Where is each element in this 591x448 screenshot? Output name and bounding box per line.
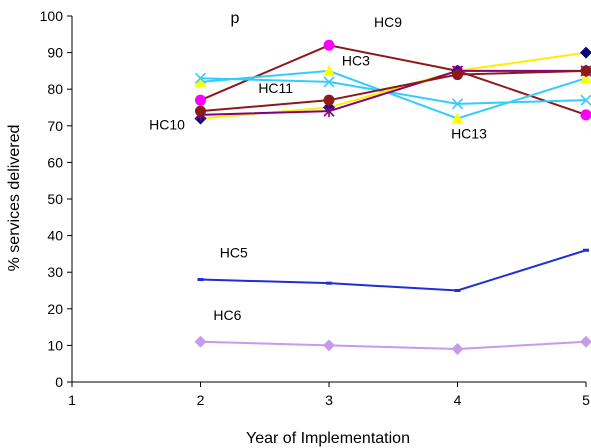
y-tick-label: 70 bbox=[47, 118, 63, 134]
series-layer bbox=[194, 39, 591, 356]
data-point bbox=[580, 94, 591, 106]
series-hc5 bbox=[197, 248, 589, 292]
x-tick-label: 2 bbox=[197, 392, 205, 408]
data-point bbox=[195, 105, 206, 117]
series-labels: HC9 HC3 HC11 HC10 HC13 HC5 HC6 bbox=[149, 14, 487, 323]
data-point bbox=[583, 248, 589, 252]
series-hc13 bbox=[195, 65, 591, 117]
data-point bbox=[194, 72, 207, 84]
series-hc6 bbox=[194, 335, 591, 356]
data-point bbox=[323, 94, 335, 106]
data-point bbox=[452, 69, 463, 81]
data-point bbox=[580, 46, 591, 59]
data-point bbox=[454, 289, 461, 292]
chart-title: p bbox=[231, 10, 240, 27]
x-tick-label: 1 bbox=[68, 392, 76, 408]
data-point bbox=[323, 76, 335, 88]
series-label: HC3 bbox=[342, 52, 370, 68]
data-point bbox=[197, 278, 204, 282]
series-label: HC5 bbox=[220, 245, 248, 261]
x-axis-title: Year of Implementation bbox=[246, 430, 410, 447]
data-point bbox=[194, 335, 207, 348]
data-point bbox=[580, 109, 591, 121]
y-tick-label: 60 bbox=[47, 154, 63, 170]
series-hc3 bbox=[194, 64, 591, 124]
data-point bbox=[323, 339, 335, 352]
y-tick-label: 20 bbox=[47, 301, 63, 317]
series-line bbox=[200, 77, 587, 105]
data-point bbox=[580, 65, 591, 77]
x-tick-label: 4 bbox=[454, 392, 462, 408]
data-point bbox=[580, 335, 591, 348]
data-point bbox=[451, 112, 464, 124]
series-line bbox=[200, 69, 587, 120]
y-tick-label: 80 bbox=[47, 81, 63, 97]
y-tick-label: 30 bbox=[47, 264, 63, 280]
series-hc11 bbox=[194, 72, 591, 110]
x-tick-label: 3 bbox=[325, 392, 333, 408]
data-point bbox=[451, 98, 464, 110]
y-tick-label: 40 bbox=[47, 228, 63, 244]
series-label: HC10 bbox=[149, 116, 185, 132]
data-point bbox=[451, 343, 464, 356]
data-point bbox=[580, 72, 591, 84]
data-point bbox=[323, 39, 335, 51]
y-tick-label: 50 bbox=[47, 191, 63, 207]
y-tick-label: 100 bbox=[40, 8, 64, 24]
y-tick-label: 10 bbox=[47, 337, 63, 353]
x-tick-label: 5 bbox=[582, 392, 590, 408]
axes: 0 10 20 30 40 50 60 70 80 90 100 1 2 3 4 5 bbox=[40, 8, 590, 408]
series-line bbox=[200, 69, 586, 116]
series-line bbox=[200, 44, 587, 116]
data-point bbox=[323, 64, 335, 76]
data-point bbox=[326, 281, 332, 285]
series-line bbox=[200, 69, 587, 113]
y-tick-label: 90 bbox=[47, 45, 63, 61]
y-axis-title: % services delivered bbox=[6, 125, 23, 272]
series-line bbox=[200, 340, 587, 351]
data-point bbox=[195, 94, 206, 106]
series-label: HC9 bbox=[374, 14, 402, 30]
series-line bbox=[200, 249, 587, 292]
series-label: HC11 bbox=[258, 80, 293, 96]
data-point bbox=[323, 105, 335, 118]
data-point bbox=[194, 75, 207, 87]
y-tick-label: 0 bbox=[55, 374, 63, 390]
series-label: HC6 bbox=[213, 307, 241, 323]
series-label: HC13 bbox=[451, 126, 487, 142]
